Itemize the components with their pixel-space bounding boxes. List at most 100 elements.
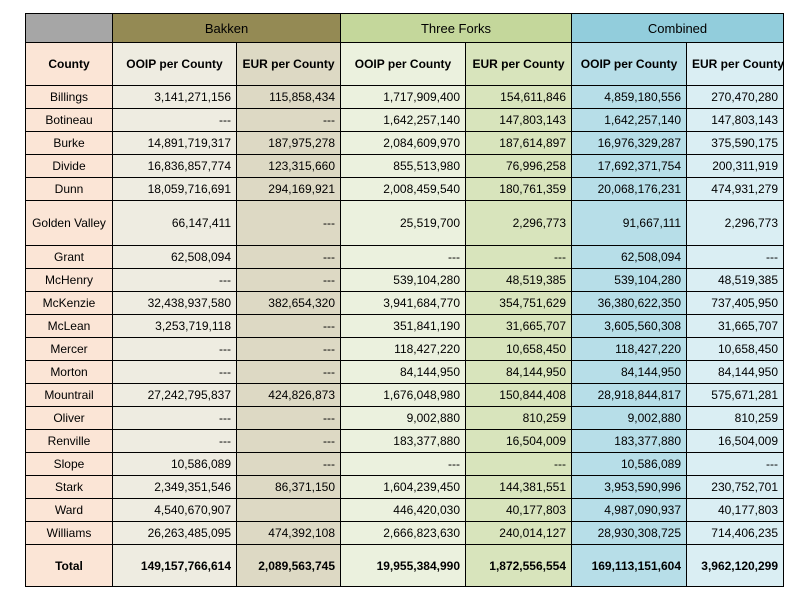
combined-eur-cell: 714,406,235 — [686, 521, 785, 545]
three-forks-eur-cell: 240,014,127 — [464, 521, 573, 545]
combined-eur-cell: 10,658,450 — [686, 337, 785, 361]
bakken-eur-cell: 474,392,108 — [236, 521, 341, 545]
three-forks-ooip-cell: 855,513,980 — [340, 154, 466, 178]
three-forks-eur-cell: 147,803,143 — [464, 108, 573, 132]
combined-eur-cell: 31,665,707 — [686, 314, 785, 338]
county-cell: McLean — [25, 314, 113, 338]
combined-eur-cell: 48,519,385 — [686, 268, 785, 292]
bakken-eur-cell: --- — [236, 452, 341, 476]
three-forks-eur-cell: 187,614,897 — [464, 131, 573, 155]
three-forks-ooip-cell: 539,104,280 — [340, 268, 466, 292]
combined-ooip-cell: 20,068,176,231 — [571, 177, 688, 201]
table-row: Botineau --- --- 1,642,257,140 147,803,143 1,… — [25, 108, 785, 132]
three-forks-eur-cell: 150,844,408 — [464, 383, 573, 407]
bakken-eur-cell: --- — [236, 200, 341, 246]
combined-ooip-cell: 183,377,880 — [571, 429, 688, 453]
combined-eur-cell: 737,405,950 — [686, 291, 785, 315]
bakken-eur-cell: 382,654,320 — [236, 291, 341, 315]
bakken-ooip-cell: 26,263,485,095 — [112, 521, 237, 545]
bakken-eur-cell: 123,315,660 — [236, 154, 341, 178]
three-forks-eur-cell: 40,177,803 — [464, 498, 573, 522]
table-row: Grant 62,508,094 --- --- --- 62,508,094 --- — [25, 245, 785, 269]
table-row: Dunn 18,059,716,691 294,169,921 2,008,459,5… — [25, 177, 785, 201]
bakken-eur-cell: 424,826,873 — [236, 383, 341, 407]
combined-eur-cell: 147,803,143 — [686, 108, 785, 132]
three-forks-ooip-cell: --- — [340, 245, 466, 269]
county-cell: Ward — [25, 498, 113, 522]
three-forks-ooip-cell: 2,008,459,540 — [340, 177, 466, 201]
combined-ooip-cell: 17,692,371,754 — [571, 154, 688, 178]
bakken-eur-cell: 86,371,150 — [236, 475, 341, 499]
column-header-row: County OOIP per County EUR per County OO… — [25, 42, 785, 86]
bakken-ooip-cell: 2,349,351,546 — [112, 475, 237, 499]
total-row: Total 149,157,766,614 2,089,563,745 19,9… — [25, 544, 785, 587]
total-combined-ooip: 169,113,151,604 — [571, 544, 688, 587]
three-forks-eur-cell: 180,761,359 — [464, 177, 573, 201]
combined-ooip-cell: 28,930,308,725 — [571, 521, 688, 545]
three-forks-eur-cell: 2,296,773 — [464, 200, 573, 246]
bakken-ooip-cell: 3,141,271,156 — [112, 85, 237, 109]
table-row: Slope 10,586,089 --- --- --- 10,586,089 --- — [25, 452, 785, 476]
bakken-ooip-cell: 66,147,411 — [112, 200, 237, 246]
county-cell: Renville — [25, 429, 113, 453]
three-forks-eur-header: EUR per County — [464, 42, 573, 86]
bakken-eur-cell: --- — [236, 108, 341, 132]
combined-ooip-cell: 4,859,180,556 — [571, 85, 688, 109]
combined-eur-cell: --- — [686, 245, 785, 269]
bakken-ooip-cell: 32,438,937,580 — [112, 291, 237, 315]
table-row: Morton --- --- 84,144,950 84,144,950 84,144,9… — [25, 360, 785, 384]
group-bakken-header: Bakken — [112, 13, 341, 43]
bakken-ooip-cell: --- — [112, 429, 237, 453]
county-cell: Williams — [25, 521, 113, 545]
bakken-eur-cell: --- — [236, 268, 341, 292]
three-forks-ooip-cell: --- — [340, 452, 466, 476]
combined-eur-cell: 375,590,175 — [686, 131, 785, 155]
combined-eur-header: EUR per County — [686, 42, 785, 86]
combined-eur-cell: 575,671,281 — [686, 383, 785, 407]
three-forks-eur-cell: 154,611,846 — [464, 85, 573, 109]
table-row: Oliver --- --- 9,002,880 810,259 9,002,880 810… — [25, 406, 785, 430]
bakken-ooip-cell: 4,540,670,907 — [112, 498, 237, 522]
combined-eur-cell: 84,144,950 — [686, 360, 785, 384]
combined-eur-cell: 40,177,803 — [686, 498, 785, 522]
combined-eur-cell: 230,752,701 — [686, 475, 785, 499]
combined-ooip-cell: 4,987,090,937 — [571, 498, 688, 522]
table-row: Ward 4,540,670,907 446,420,030 40,177,803 4,… — [25, 498, 785, 522]
table-row: Renville --- --- 183,377,880 16,504,009 183,3… — [25, 429, 785, 453]
three-forks-eur-cell: 84,144,950 — [464, 360, 573, 384]
county-cell: Divide — [25, 154, 113, 178]
combined-eur-cell: --- — [686, 452, 785, 476]
county-cell: Dunn — [25, 177, 113, 201]
total-label: Total — [25, 544, 113, 587]
three-forks-ooip-cell: 183,377,880 — [340, 429, 466, 453]
three-forks-ooip-cell: 118,427,220 — [340, 337, 466, 361]
blank-corner-cell — [25, 13, 113, 43]
three-forks-eur-cell: 810,259 — [464, 406, 573, 430]
bakken-ooip-cell: 18,059,716,691 — [112, 177, 237, 201]
three-forks-eur-cell: --- — [464, 245, 573, 269]
bakken-ooip-header: OOIP per County — [112, 42, 237, 86]
combined-ooip-cell: 539,104,280 — [571, 268, 688, 292]
table-row: Divide 16,836,857,774 123,315,660 855,513,9… — [25, 154, 785, 178]
three-forks-eur-cell: 48,519,385 — [464, 268, 573, 292]
total-bakken-eur: 2,089,563,745 — [236, 544, 341, 587]
total-three-forks-ooip: 19,955,384,990 — [340, 544, 466, 587]
combined-ooip-cell: 1,642,257,140 — [571, 108, 688, 132]
combined-ooip-cell: 10,586,089 — [571, 452, 688, 476]
combined-eur-cell: 810,259 — [686, 406, 785, 430]
group-combined-header: Combined — [571, 13, 785, 43]
three-forks-ooip-cell: 84,144,950 — [340, 360, 466, 384]
combined-ooip-cell: 84,144,950 — [571, 360, 688, 384]
table-row: Mountrail 27,242,795,837 424,826,873 1,676,… — [25, 383, 785, 407]
bakken-eur-cell: --- — [236, 314, 341, 338]
bakken-ooip-cell: --- — [112, 406, 237, 430]
table-row: Golden Valley 66,147,411 --- 25,519,700 2,29… — [25, 200, 785, 246]
combined-eur-cell: 16,504,009 — [686, 429, 785, 453]
bakken-ooip-cell: --- — [112, 268, 237, 292]
bakken-eur-cell: 115,858,434 — [236, 85, 341, 109]
bakken-eur-cell: --- — [236, 429, 341, 453]
combined-ooip-cell: 118,427,220 — [571, 337, 688, 361]
combined-eur-cell: 2,296,773 — [686, 200, 785, 246]
table-row: McHenry --- --- 539,104,280 48,519,385 539,10… — [25, 268, 785, 292]
table-row: Williams 26,263,485,095 474,392,108 2,666,8… — [25, 521, 785, 545]
